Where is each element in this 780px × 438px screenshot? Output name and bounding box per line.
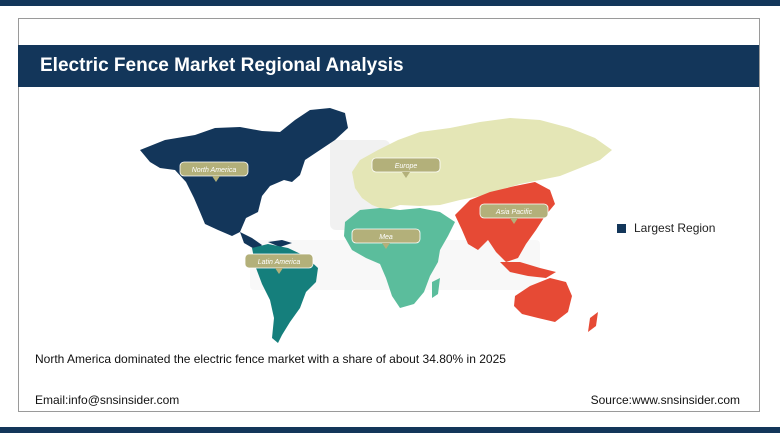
- label-latin-america: Latin America: [244, 253, 314, 274]
- label-text-europe: Europe: [395, 163, 418, 170]
- label-north-america: North America: [179, 161, 249, 182]
- title-banner: Electric Fence Market Regional Analysis: [18, 45, 759, 87]
- region-latin-america: [252, 244, 318, 343]
- footer-email: Email:info@snsinsider.com: [35, 393, 180, 407]
- label-text-latin-america: Latin America: [258, 259, 301, 266]
- footer-source: Source:www.snsinsider.com: [590, 393, 740, 407]
- label-mea: Mea: [351, 228, 421, 249]
- region-europe: [352, 118, 612, 210]
- page-title: Electric Fence Market Regional Analysis: [40, 55, 404, 76]
- label-text-asia-pacific: Asia Pacific: [495, 209, 533, 216]
- label-text-north-america: North America: [192, 167, 237, 174]
- region-asia-pacific: [455, 182, 598, 332]
- bottom-accent-bar: [0, 427, 780, 433]
- legend-swatch: [617, 223, 626, 233]
- legend-label: Largest Region: [634, 221, 716, 235]
- top-accent-bar: [0, 0, 780, 6]
- region-north-america: [140, 108, 348, 250]
- label-europe: Europe: [371, 157, 441, 178]
- legend: Largest Region: [617, 219, 715, 237]
- label-asia-pacific: Asia Pacific: [479, 203, 549, 224]
- summary-caption: North America dominated the electric fen…: [35, 352, 506, 366]
- label-text-mea: Mea: [379, 234, 393, 241]
